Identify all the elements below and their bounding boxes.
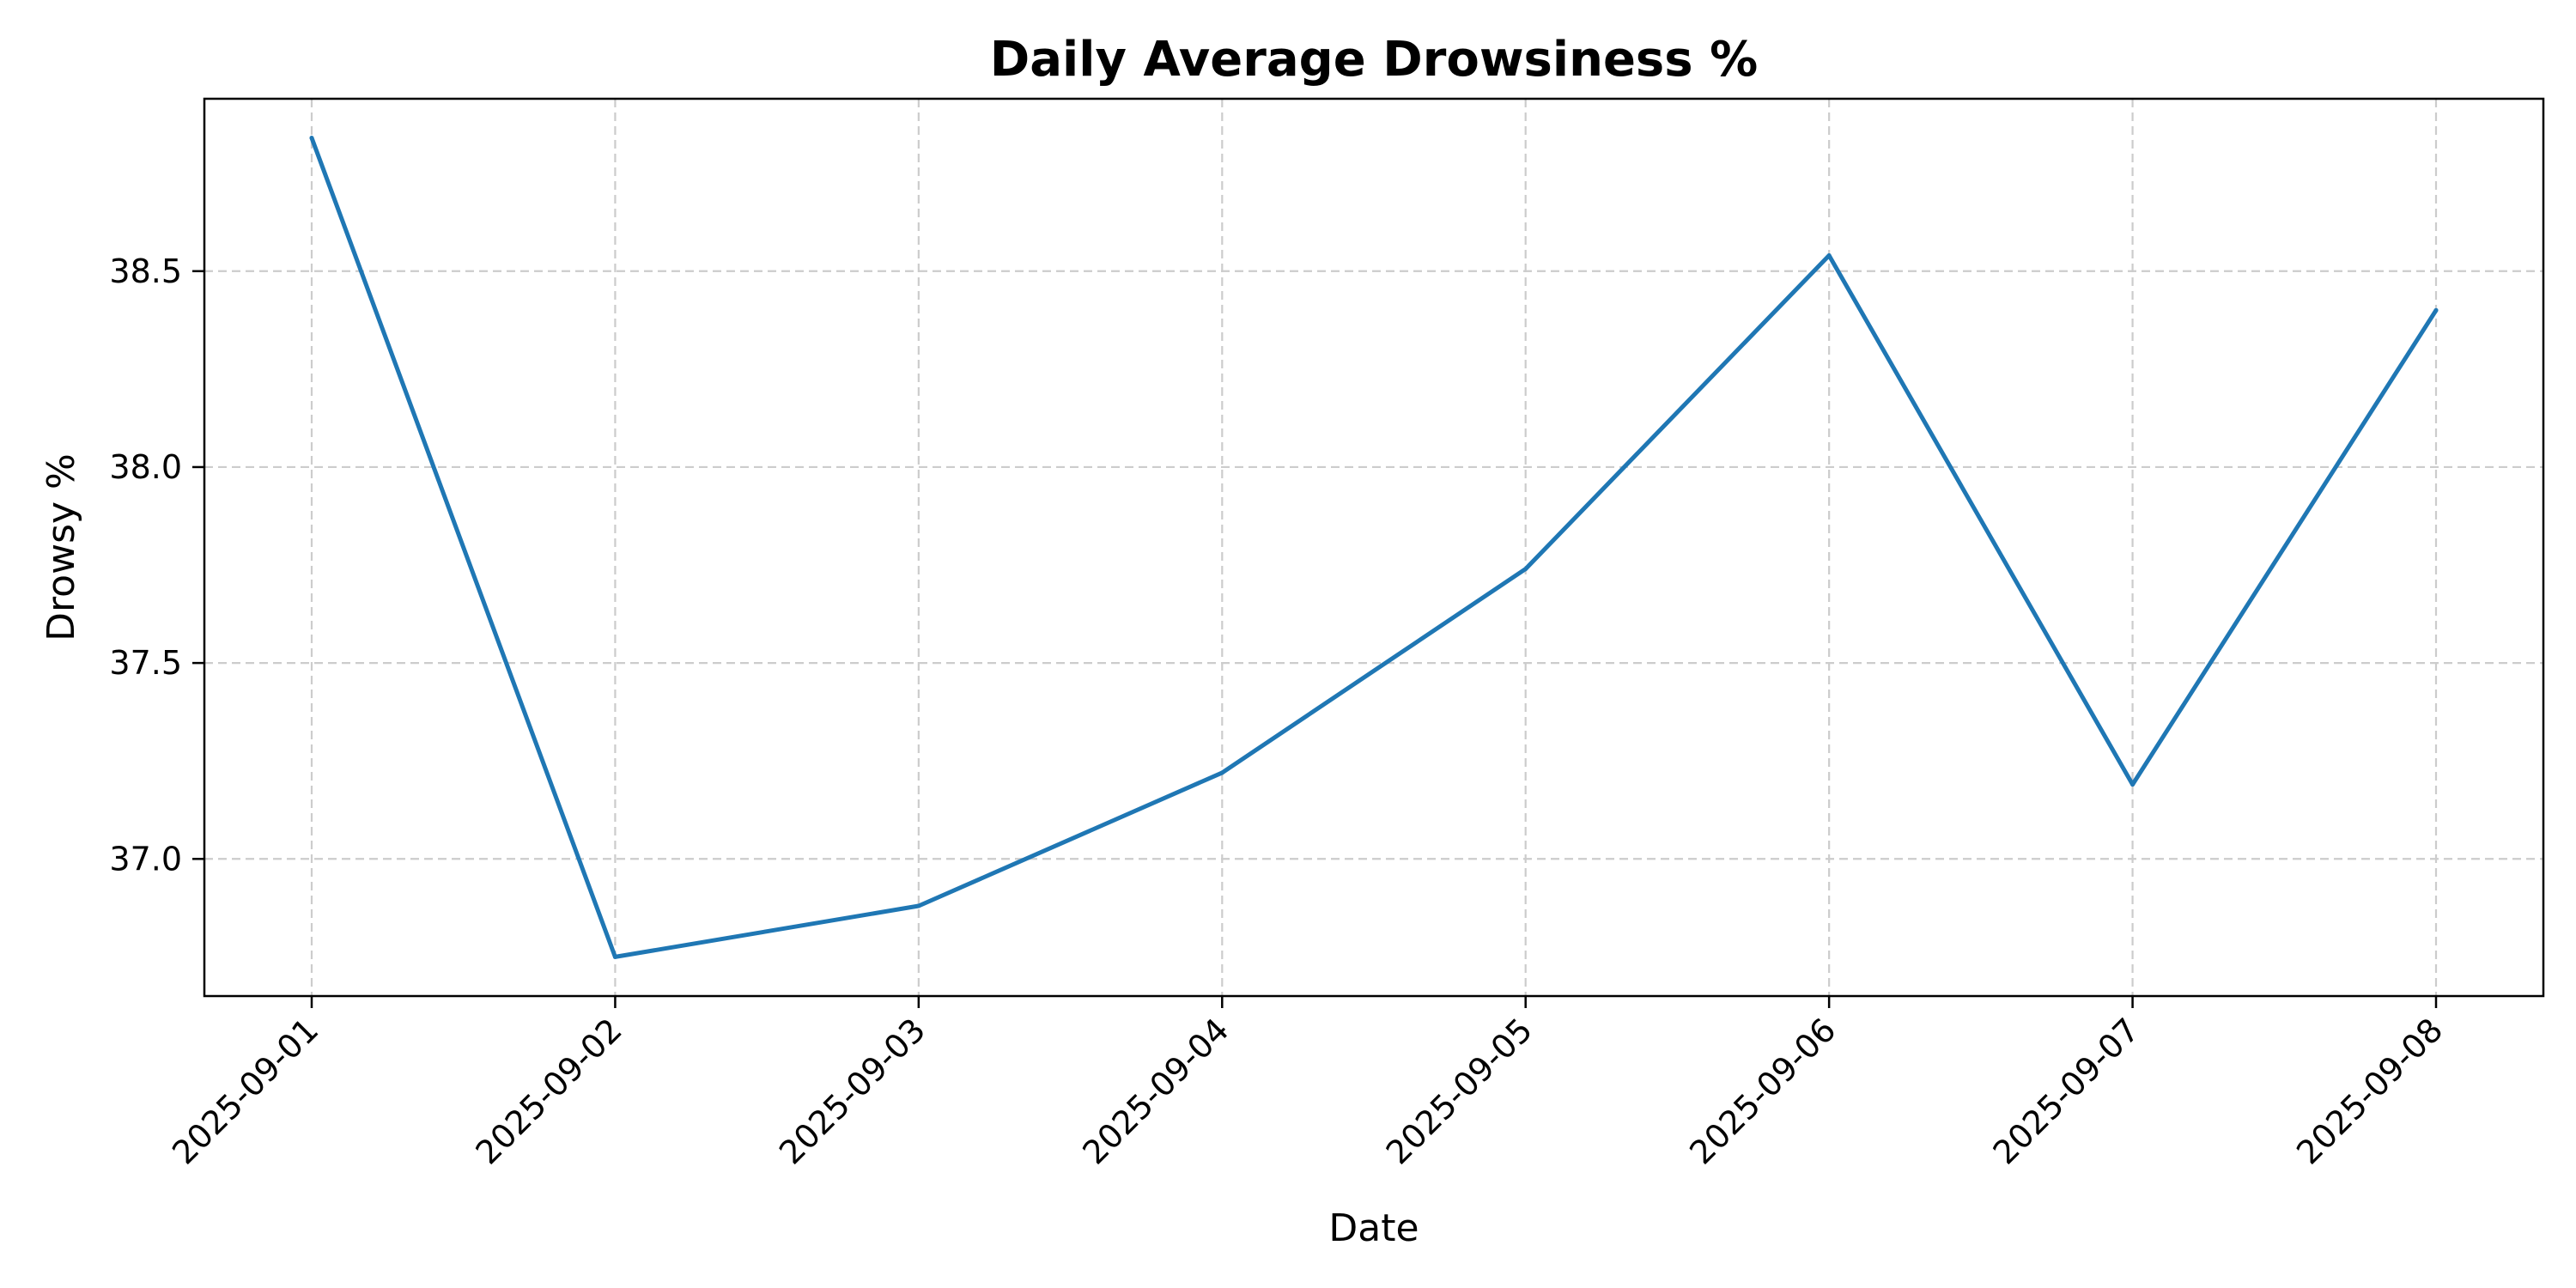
grid	[204, 99, 2543, 996]
x-tick-label: 2025-09-07	[1986, 1011, 2147, 1171]
data-point	[612, 954, 617, 959]
series-layer	[309, 136, 2439, 959]
data-point	[2130, 782, 2136, 787]
x-tick-label: 2025-09-05	[1379, 1011, 1540, 1171]
chart-title: Daily Average Drowsiness %	[990, 32, 1758, 88]
y-tick-label: 38.5	[109, 252, 182, 290]
y-axis-label: Drowsy %	[39, 453, 83, 641]
x-tick-label: 2025-09-04	[1075, 1011, 1236, 1171]
y-tick-label: 37.5	[109, 644, 182, 682]
data-point	[309, 136, 314, 141]
y-tick-label: 37.0	[109, 840, 182, 878]
x-axis: 2025-09-01 2025-09-02 2025-09-03 2025-09-04…	[165, 996, 2450, 1172]
x-axis-label: Date	[1328, 1206, 1419, 1250]
data-point	[2433, 307, 2439, 313]
data-point	[916, 903, 921, 908]
x-tick-label: 2025-09-01	[165, 1011, 325, 1171]
x-tick-label: 2025-09-03	[772, 1011, 933, 1171]
data-point	[1826, 253, 1832, 258]
data-point	[1523, 567, 1528, 572]
x-tick-label: 2025-09-06	[1682, 1011, 1843, 1171]
plot-frame	[203, 97, 2545, 998]
series-line	[309, 136, 2439, 959]
x-tick-label: 2025-09-08	[2289, 1011, 2450, 1171]
data-point	[1219, 770, 1224, 775]
y-tick-label: 38.0	[109, 448, 182, 486]
x-tick-label: 2025-09-02	[469, 1011, 629, 1171]
y-axis: 37.0 37.5 38.0 38.5	[109, 252, 204, 878]
